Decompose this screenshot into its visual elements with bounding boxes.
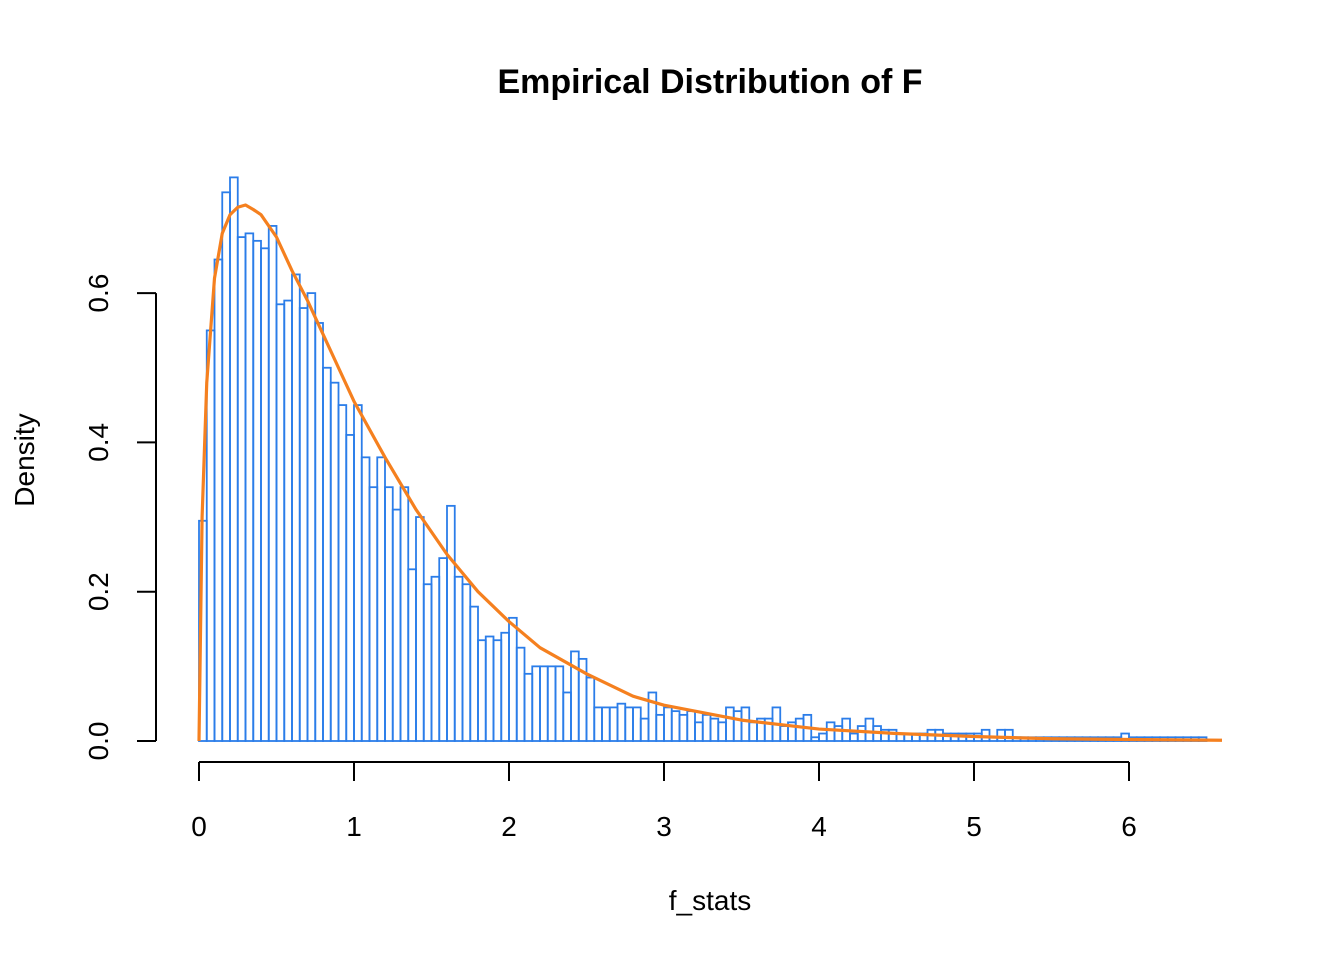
histogram-bar — [415, 516, 425, 742]
histogram-bar — [453, 575, 464, 742]
histogram-bar — [825, 721, 836, 742]
histogram-bar — [856, 725, 867, 742]
histogram-bar — [430, 575, 441, 742]
histogram-bar — [384, 486, 394, 742]
histogram-bar — [368, 486, 379, 742]
histogram-bar — [678, 713, 689, 742]
histogram-bar — [779, 725, 789, 742]
histogram-bar — [624, 706, 634, 742]
x-tick-label: 4 — [811, 811, 827, 842]
histogram-bar — [694, 721, 704, 742]
histogram-bar — [794, 717, 805, 742]
histogram-bar — [492, 639, 503, 742]
histogram-bar — [748, 721, 758, 742]
histogram-bar — [236, 236, 247, 742]
histogram-bar — [422, 583, 433, 742]
histogram-bar — [329, 381, 340, 742]
histogram-bar — [655, 713, 665, 742]
histogram-bar — [740, 706, 751, 742]
histogram-bar — [996, 728, 1006, 742]
histogram-bar — [554, 665, 565, 742]
histogram-bar — [818, 732, 828, 742]
histogram-bar — [353, 404, 363, 742]
histogram-bar — [717, 721, 727, 742]
histogram-bar — [686, 710, 696, 742]
histogram-bar — [407, 568, 417, 742]
histogram-bar — [833, 725, 844, 742]
y-axis-label: Density — [9, 413, 40, 506]
histogram-bar — [562, 691, 572, 742]
histogram-bar — [484, 635, 495, 742]
histogram-bar — [639, 717, 650, 742]
histogram-bar — [275, 303, 286, 742]
histogram-bar — [477, 639, 487, 742]
histogram-bar — [446, 504, 456, 742]
histogram-bar — [283, 299, 293, 742]
histogram-bar — [314, 322, 324, 742]
x-axis: 0 1 2 3 4 5 6 — [191, 761, 1137, 842]
y-tick-label: 0.6 — [83, 274, 114, 313]
histogram-bar — [461, 583, 472, 742]
y-tick-label: 0.2 — [83, 572, 114, 611]
histogram-bar — [244, 232, 255, 742]
histogram-bar — [616, 702, 627, 742]
histogram-bar — [229, 176, 239, 742]
histogram-bar — [709, 717, 720, 742]
histogram-bar — [663, 706, 673, 742]
y-axis: 0.0 0.2 0.4 0.6 — [83, 274, 157, 761]
x-tick-label: 6 — [1121, 811, 1137, 842]
histogram-bar — [632, 706, 642, 742]
histogram-bar — [523, 672, 534, 742]
histogram-bar — [601, 706, 611, 742]
histogram-bar — [376, 456, 386, 742]
histogram-bar — [732, 710, 743, 742]
histogram-bar — [500, 631, 510, 742]
histogram-bar — [515, 646, 526, 742]
histogram-bar — [221, 191, 231, 742]
histogram-bar — [267, 225, 278, 742]
histogram-bar — [1004, 728, 1014, 742]
histogram-bar — [322, 366, 332, 742]
histogram-bar — [701, 713, 712, 742]
x-tick-label: 5 — [966, 811, 982, 842]
histogram-bar — [608, 706, 619, 742]
histogram-bars — [198, 176, 1208, 742]
x-axis-label: f_stats — [669, 885, 751, 916]
histogram-bar — [508, 616, 518, 742]
histogram-bar — [670, 710, 681, 742]
y-tick-label: 0.0 — [83, 722, 114, 761]
x-tick-label: 3 — [656, 811, 672, 842]
histogram-bar — [337, 404, 348, 742]
histogram-bar — [213, 258, 224, 742]
histogram-bar — [864, 717, 875, 742]
histogram-bar — [849, 732, 859, 742]
histogram-bar — [887, 728, 898, 742]
histogram-bar — [360, 456, 371, 742]
histogram-bar — [260, 247, 270, 742]
histogram-bar — [438, 557, 448, 742]
histogram-bar — [291, 273, 301, 742]
histogram-bar — [810, 736, 820, 742]
histogram-bar — [345, 434, 355, 742]
x-tick-label: 2 — [501, 811, 517, 842]
histogram-bar — [531, 665, 541, 742]
histogram-bar — [469, 605, 479, 742]
x-tick-label: 1 — [346, 811, 362, 842]
histogram-bar — [585, 676, 596, 742]
histogram-bar — [399, 486, 410, 742]
histogram-bar — [546, 665, 557, 742]
histogram-bar — [298, 307, 309, 742]
histogram-bar — [252, 239, 262, 742]
y-tick-label: 0.4 — [83, 423, 114, 462]
histogram-bar — [306, 292, 317, 742]
histogram-bar — [593, 706, 603, 742]
histogram-bar — [391, 508, 402, 742]
density-curve — [197, 203, 1223, 742]
chart-title: Empirical Distribution of F — [497, 63, 922, 101]
x-tick-label: 0 — [191, 811, 207, 842]
histogram-bar — [725, 706, 735, 742]
histogram-bar — [539, 665, 549, 742]
